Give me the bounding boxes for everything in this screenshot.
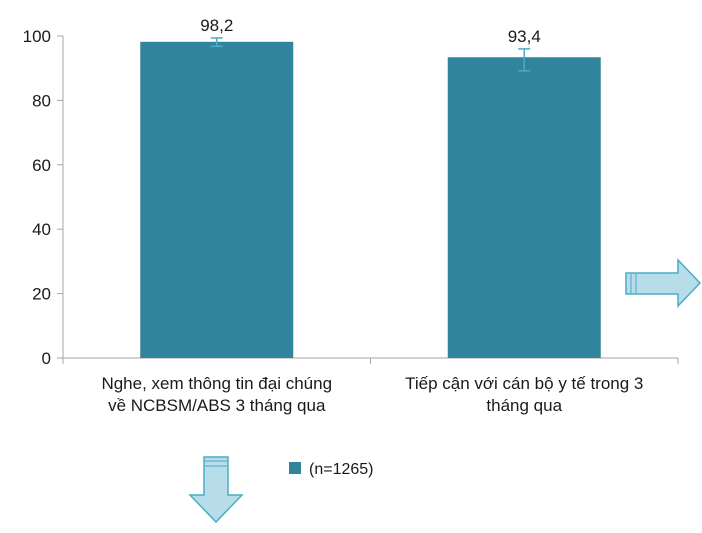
error-bar	[210, 37, 223, 48]
labels: 98,2 Nghe, xem thông tin đại chúng về NCBS…	[101, 16, 643, 415]
x-tick-label-line: Tiếp cận với cán bộ y tế trong 3	[405, 374, 643, 393]
right-arrow-icon	[625, 258, 702, 308]
y-tick-label: 20	[32, 285, 51, 304]
x-tick-label-line: tháng qua	[486, 396, 562, 415]
legend-swatch	[289, 462, 301, 474]
data-label: 93,4	[508, 27, 541, 46]
data-label: 98,2	[200, 16, 233, 35]
error-bar	[518, 48, 531, 72]
bar	[140, 41, 294, 359]
y-tick-label: 100	[23, 27, 51, 46]
y-tick-label: 60	[32, 156, 51, 175]
legend-label: (n=1265)	[309, 461, 374, 478]
x-tick-label: Nghe, xem thông tin đại chúng về NCBSM/AB…	[101, 374, 332, 415]
x-tick-label-line: về NCBSM/ABS 3 tháng qua	[108, 396, 326, 415]
y-tick-label: 80	[32, 91, 51, 110]
down-arrow-icon	[188, 456, 244, 524]
y-tick-label: 40	[32, 220, 51, 239]
x-tick-label: Tiếp cận với cán bộ y tế trong 3 tháng qu…	[405, 374, 643, 415]
y-tick-label: 0	[42, 349, 51, 368]
x-tick-label-line: Nghe, xem thông tin đại chúng	[101, 374, 332, 393]
bars	[140, 37, 601, 359]
bar	[447, 57, 601, 358]
legend: (n=1265)	[289, 461, 374, 478]
